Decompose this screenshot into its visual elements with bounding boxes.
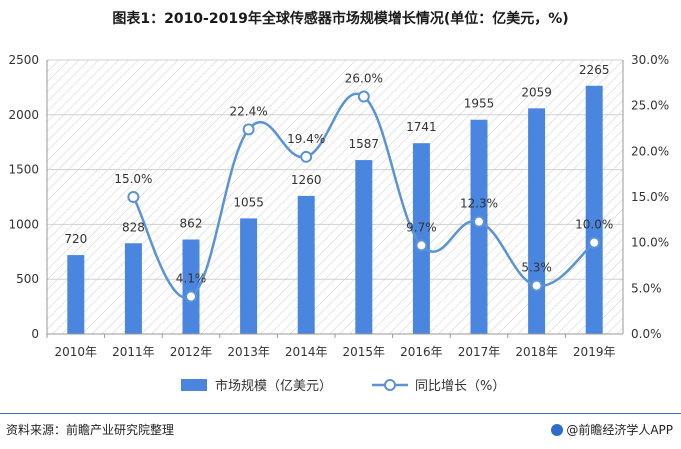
x-tick-label: 2012年 — [170, 345, 213, 359]
y-right-tick-label: 20.0% — [631, 144, 669, 158]
growth-point — [357, 90, 370, 103]
y-left-tick-label: 500 — [16, 272, 39, 286]
bar-value-label: 1260 — [291, 173, 322, 187]
axes: 0 500 1000 1500 2000 2500 0.0% 5.0% 10.0% 15.0% 20… — [8, 53, 669, 359]
growth-value-label: 15.0% — [114, 172, 152, 186]
y-left-tick-label: 2000 — [8, 108, 39, 122]
growth-point — [588, 236, 601, 249]
growth-point — [473, 215, 485, 228]
brand-credit: @前瞻经济学人APP — [551, 421, 673, 438]
bar — [585, 85, 603, 334]
legend-line-marker — [384, 379, 396, 391]
bar — [67, 255, 85, 334]
legend-line-label: 同比增长（%） — [415, 379, 505, 394]
x-tick-label: 2015年 — [343, 345, 386, 359]
x-tick-label: 2013年 — [227, 345, 270, 359]
legend-bar-swatch — [181, 379, 207, 391]
y-left-tick-label: 0 — [31, 327, 39, 341]
growth-value-label: 5.3% — [521, 261, 552, 275]
y-right-tick-label: 25.0% — [631, 99, 669, 113]
x-tick-label: 2016年 — [400, 345, 443, 359]
bar — [528, 108, 546, 334]
y-left-tick-label: 1500 — [8, 163, 39, 177]
bar-value-label: 2059 — [521, 85, 552, 99]
footer-divider — [0, 413, 681, 414]
growth-value-label: 26.0% — [345, 72, 383, 86]
bar — [240, 218, 258, 334]
growth-point — [127, 191, 140, 203]
bar — [124, 243, 142, 334]
line-series — [127, 90, 601, 303]
growth-value-label: 22.4% — [230, 104, 268, 118]
y-right-tick-label: 15.0% — [631, 190, 669, 204]
x-tick-label: 2011年 — [112, 345, 155, 359]
bar-line-chart: 720 828 862 1055 1260 1587 1741 1955 2059 2265 15.… — [8, 53, 669, 394]
bar-value-label: 1587 — [349, 137, 380, 151]
growth-line — [132, 92, 596, 300]
growth-value-label: 9.7% — [406, 220, 437, 234]
x-tick-label: 2018年 — [515, 345, 558, 359]
y-right-tick-label: 5.0% — [631, 281, 662, 295]
growth-point — [415, 239, 428, 252]
source-note: 资料来源：前瞻产业研究院整理 — [6, 423, 175, 437]
bar-value-label: 1955 — [464, 97, 495, 111]
x-tick-label: 2010年 — [55, 345, 98, 359]
legend: 市场规模（亿美元） 同比增长（%） — [181, 378, 505, 394]
chart-title: 图表1：2010-2019年全球传感器市场规模增长情况(单位：亿美元，%) — [112, 11, 569, 27]
growth-value-label: 4.1% — [176, 272, 207, 286]
growth-point — [185, 290, 197, 303]
x-tick-label: 2017年 — [458, 345, 501, 359]
data-labels: 720 828 862 1055 1260 1587 1741 1955 2059 2265 15.… — [64, 63, 613, 286]
bar-value-label: 862 — [180, 217, 203, 231]
x-tick-label: 2014年 — [285, 345, 328, 359]
bar-series — [67, 85, 603, 335]
bar-value-label: 2265 — [579, 63, 610, 77]
brand-logo-icon — [551, 424, 564, 436]
bar — [412, 143, 430, 334]
bar-value-label: 720 — [64, 232, 87, 246]
y-right-tick-label: 10.0% — [631, 236, 669, 250]
y-left-tick-label: 2500 — [8, 53, 39, 67]
plot-area-background — [47, 60, 623, 334]
brand-credit-text: @前瞻经济学人APP — [566, 423, 673, 437]
bar — [355, 160, 373, 334]
bar-value-label: 828 — [122, 220, 145, 234]
bar-value-label: 1741 — [406, 120, 437, 134]
y-right-tick-label: 0.0% — [631, 327, 662, 341]
y-right-tick-label: 30.0% — [631, 53, 669, 67]
growth-value-label: 10.0% — [575, 218, 613, 232]
growth-point — [300, 150, 313, 163]
growth-value-label: 19.4% — [287, 132, 325, 146]
growth-point — [242, 123, 255, 136]
y-left-tick-label: 1000 — [8, 217, 39, 231]
bar-value-label: 1055 — [233, 195, 264, 209]
x-tick-label: 2019年 — [573, 345, 616, 359]
bar — [182, 239, 200, 334]
legend-bar-label: 市场规模（亿美元） — [215, 378, 332, 394]
growth-point — [530, 279, 543, 292]
bar — [297, 195, 315, 334]
growth-value-label: 12.3% — [460, 197, 498, 211]
